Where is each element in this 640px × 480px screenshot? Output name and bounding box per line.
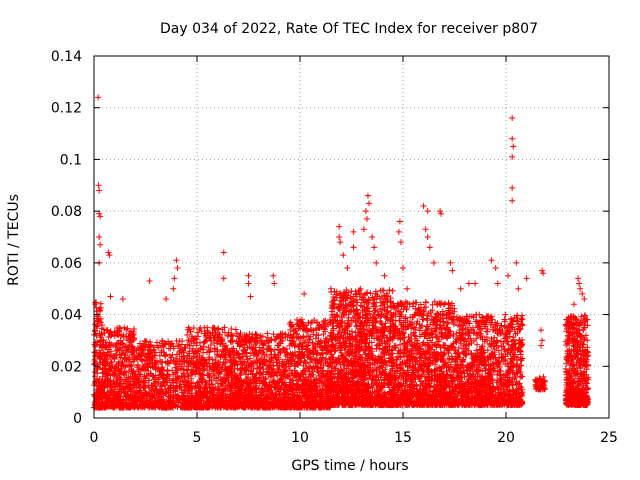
- data-point: [111, 356, 118, 363]
- data-point: [105, 333, 112, 340]
- data-point: [264, 330, 271, 337]
- data-point: [276, 346, 283, 353]
- data-point: [184, 332, 191, 339]
- data-point: [101, 378, 108, 385]
- data-point: [96, 352, 103, 359]
- chart-title: Day 034 of 2022, Rate Of TEC Index for r…: [160, 21, 538, 37]
- data-point: [92, 349, 99, 356]
- data-point: [173, 337, 180, 344]
- data-point: [119, 358, 126, 365]
- grid-lines: [94, 56, 609, 418]
- data-point: [92, 327, 99, 334]
- data-point: [180, 358, 187, 365]
- data-point: [128, 363, 135, 370]
- data-point: [96, 318, 103, 325]
- data-point: [91, 373, 98, 380]
- data-point: [124, 325, 131, 332]
- data-point: [106, 339, 113, 346]
- data-point: [103, 327, 110, 334]
- data-point: [128, 349, 135, 356]
- data-point: [190, 325, 197, 332]
- data-point: [169, 351, 176, 358]
- data-point: [97, 307, 104, 314]
- data-point: [268, 337, 275, 344]
- data-point: [96, 347, 103, 354]
- data-point: [94, 322, 101, 329]
- data-point: [97, 304, 104, 311]
- data-point: [94, 386, 101, 393]
- data-point: [153, 339, 160, 346]
- data-point: [389, 287, 396, 294]
- data-point: [348, 288, 355, 295]
- data-point: [91, 349, 98, 356]
- data-point: [95, 385, 102, 392]
- data-point: [91, 321, 98, 328]
- data-point: [93, 404, 100, 411]
- data-point: [91, 360, 98, 367]
- data-point: [93, 379, 100, 386]
- data-point: [93, 332, 100, 339]
- data-point: [121, 324, 128, 331]
- data-point: [113, 375, 120, 382]
- data-point: [92, 299, 99, 306]
- data-points: [91, 94, 592, 411]
- data-point: [124, 378, 131, 385]
- data-point: [162, 352, 169, 359]
- data-point: [122, 343, 129, 350]
- data-point: [94, 339, 101, 346]
